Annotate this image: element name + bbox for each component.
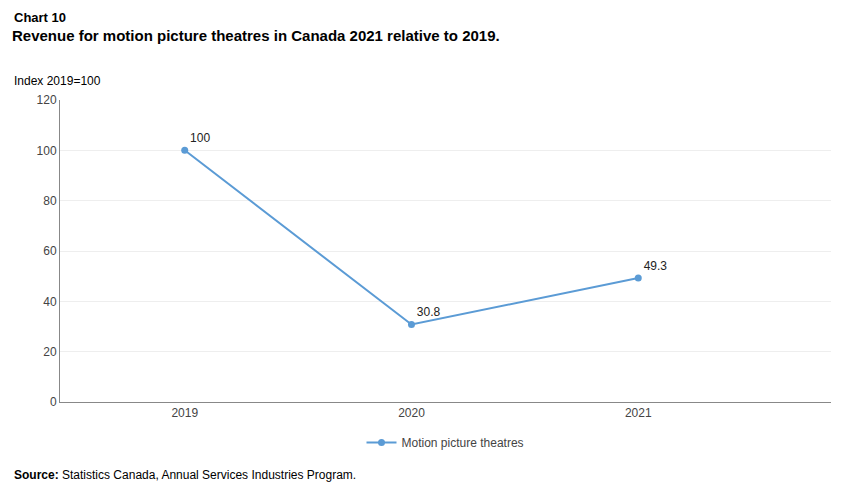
svg-text:Source: Statistics Canada, Ann: Source: Statistics Canada, Annual Servic… xyxy=(14,468,356,482)
svg-text:20: 20 xyxy=(43,345,57,359)
svg-text:2019: 2019 xyxy=(171,406,198,420)
svg-text:40: 40 xyxy=(43,295,57,309)
svg-text:2021: 2021 xyxy=(625,406,652,420)
svg-text:120: 120 xyxy=(37,93,57,107)
svg-text:100: 100 xyxy=(190,131,210,145)
svg-text:Index 2019=100: Index 2019=100 xyxy=(14,74,101,88)
svg-text:60: 60 xyxy=(43,244,57,258)
svg-text:Revenue for motion picture the: Revenue for motion picture theatres in C… xyxy=(12,27,500,44)
svg-text:0: 0 xyxy=(50,395,57,409)
svg-text:30.8: 30.8 xyxy=(417,305,441,319)
svg-text:100: 100 xyxy=(37,144,57,158)
svg-text:80: 80 xyxy=(43,194,57,208)
svg-text:2020: 2020 xyxy=(398,406,425,420)
svg-text:49.3: 49.3 xyxy=(644,259,668,273)
svg-text:Motion picture theatres: Motion picture theatres xyxy=(402,436,524,450)
svg-text:Chart 10: Chart 10 xyxy=(14,10,66,25)
